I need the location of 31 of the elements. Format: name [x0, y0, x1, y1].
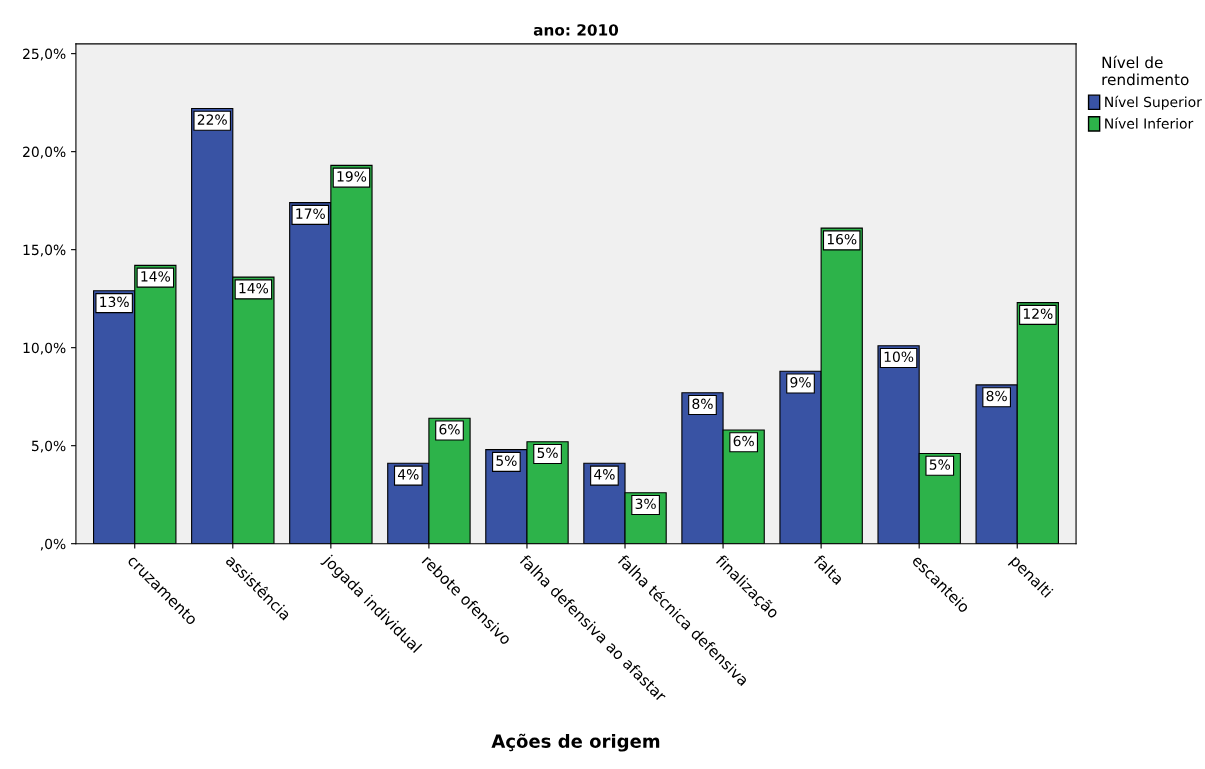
legend-label: Nível Superior	[1105, 95, 1202, 110]
y-tick-label: 10,0%	[23, 342, 66, 355]
data-label: 3%	[635, 498, 656, 510]
y-tick-label: 5,0%	[31, 440, 66, 453]
y-tick-label: 25,0%	[23, 48, 66, 61]
legend-title: Nível de rendimento	[1102, 55, 1189, 86]
data-label: 4%	[397, 469, 419, 480]
y-tick-label: 20,0%	[23, 146, 66, 159]
data-label: 8%	[986, 390, 1007, 402]
data-label: 5%	[537, 447, 558, 459]
data-label: 17%	[296, 208, 325, 219]
data-label: 16%	[827, 233, 857, 245]
data-label: 6%	[733, 435, 754, 447]
chart-title: ano: 2010	[533, 24, 619, 36]
data-label: 19%	[337, 171, 367, 182]
data-label: 14%	[141, 271, 171, 282]
y-tick-label: ,0%	[40, 538, 66, 551]
data-label: 13%	[100, 296, 129, 308]
data-label: 5%	[929, 459, 951, 470]
x-axis-title: Ações de origem	[491, 733, 660, 752]
data-label: 5%	[496, 455, 517, 466]
data-label: 4%	[594, 469, 615, 480]
data-label: 8%	[692, 398, 713, 410]
data-label: 10%	[884, 351, 914, 363]
data-label: 6%	[439, 424, 460, 435]
data-label: 12%	[1023, 308, 1053, 319]
y-tick-label: 15,0%	[23, 244, 66, 257]
legend-label: Nível Inferior	[1105, 117, 1194, 129]
data-label: 22%	[197, 114, 227, 125]
data-label: 14%	[239, 282, 269, 294]
data-label: 9%	[790, 376, 811, 388]
